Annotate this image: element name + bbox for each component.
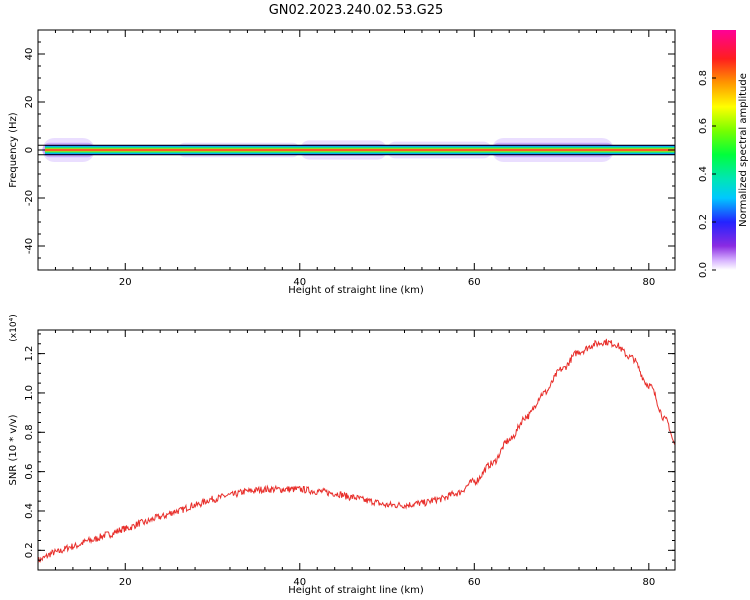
snr-x-tick-label: 40: [293, 577, 306, 588]
snr-x-axis-label: Height of straight line (km): [288, 585, 424, 596]
snr-y-tick-label: 0.2: [24, 542, 35, 558]
spectrogram-y-tick-label: 20: [24, 96, 35, 109]
colorbar-label: Normalized spectral amplitude: [738, 73, 749, 227]
spectrogram-panel: 20 40 60 80 -40 -20 0 20 40 Height of straight l…: [8, 29, 676, 296]
spectral-band: [38, 138, 675, 162]
spectral-band-core: [44, 149, 675, 151]
colorbar-tick-label: 0.6: [698, 118, 709, 134]
spectrogram-y-tick-label: -40: [24, 238, 35, 254]
colorbar-tick-label: 0.4: [698, 166, 709, 182]
snr-x-tick-label: 60: [468, 577, 481, 588]
spectrogram-x-tick-label: 20: [119, 277, 132, 288]
colorbar-tick-label: 0.8: [698, 70, 709, 86]
snr-x-tick-label: 20: [119, 577, 132, 588]
colorbar-ticks: 0.0 0.2 0.4 0.6 0.8: [698, 70, 716, 278]
spectrogram-x-tick-label: 60: [468, 277, 481, 288]
snr-y-axis-label: SNR (10 * v/v): [8, 414, 19, 485]
spectrogram-y-tick-label: 0: [24, 147, 35, 153]
snr-x-tick-label: 80: [642, 577, 655, 588]
colorbar-tick-label: 0.2: [698, 214, 709, 230]
spectrogram-y-tick-label: 40: [24, 48, 35, 61]
snr-y-multiplier: (x10⁴): [9, 314, 19, 341]
colorbar: 0.0 0.2 0.4 0.6 0.8 Normalized spectral ampl…: [698, 30, 749, 278]
snr-y-tick-label: 1.2: [24, 346, 35, 362]
snr-y-tick-label: 0.6: [24, 464, 35, 480]
spectrogram-x-tick-label: 40: [293, 277, 306, 288]
spectrogram-y-tick-label: -20: [24, 190, 35, 206]
spectrogram-x-tick-label: 80: [642, 277, 655, 288]
snr-y-tick-label: 1.0: [24, 385, 35, 401]
colorbar-gradient: [712, 30, 736, 270]
snr-plot-frame: [37, 329, 676, 571]
spectrogram-ticks: 20 40 60 80 -40 -20 0 20 40: [24, 29, 675, 288]
colorbar-tick-label: 0.0: [698, 262, 709, 278]
snr-y-tick-label: 0.4: [24, 503, 35, 519]
figure-title: GN02.2023.240.02.53.G25: [269, 3, 444, 18]
spectrogram-y-axis-label: Frequency (Hz): [8, 112, 19, 188]
spectrogram-x-axis-label: Height of straight line (km): [288, 285, 424, 296]
snr-series-line: [38, 338, 675, 564]
snr-y-tick-label: 0.8: [24, 424, 35, 440]
snr-ticks: 20 40 60 80 0.2 0.4 0.6 0.8 1.0 1.2: [24, 330, 675, 588]
snr-panel: 20 40 60 80 0.2 0.4 0.6 0.8 1.0 1.2 Height of str…: [8, 314, 676, 596]
